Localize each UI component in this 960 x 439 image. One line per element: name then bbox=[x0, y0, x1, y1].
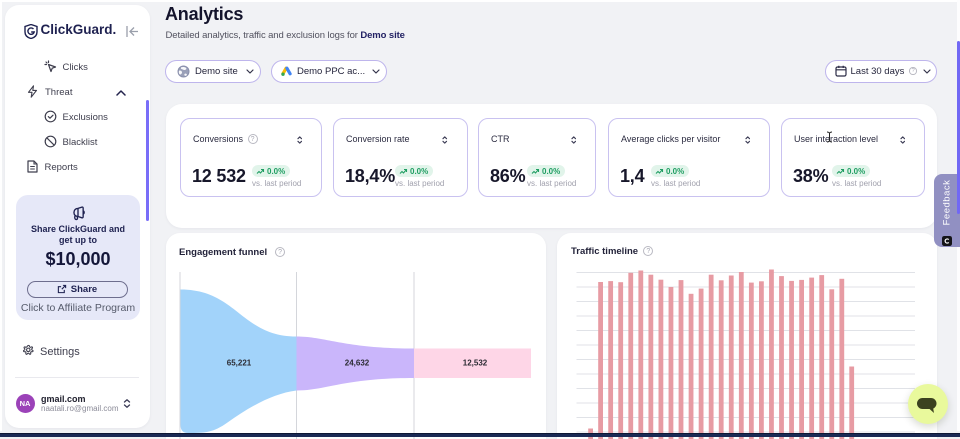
svg-text:12,532: 12,532 bbox=[462, 358, 487, 367]
svg-text:65,221: 65,221 bbox=[226, 358, 251, 367]
svg-text:24,632: 24,632 bbox=[344, 358, 369, 367]
